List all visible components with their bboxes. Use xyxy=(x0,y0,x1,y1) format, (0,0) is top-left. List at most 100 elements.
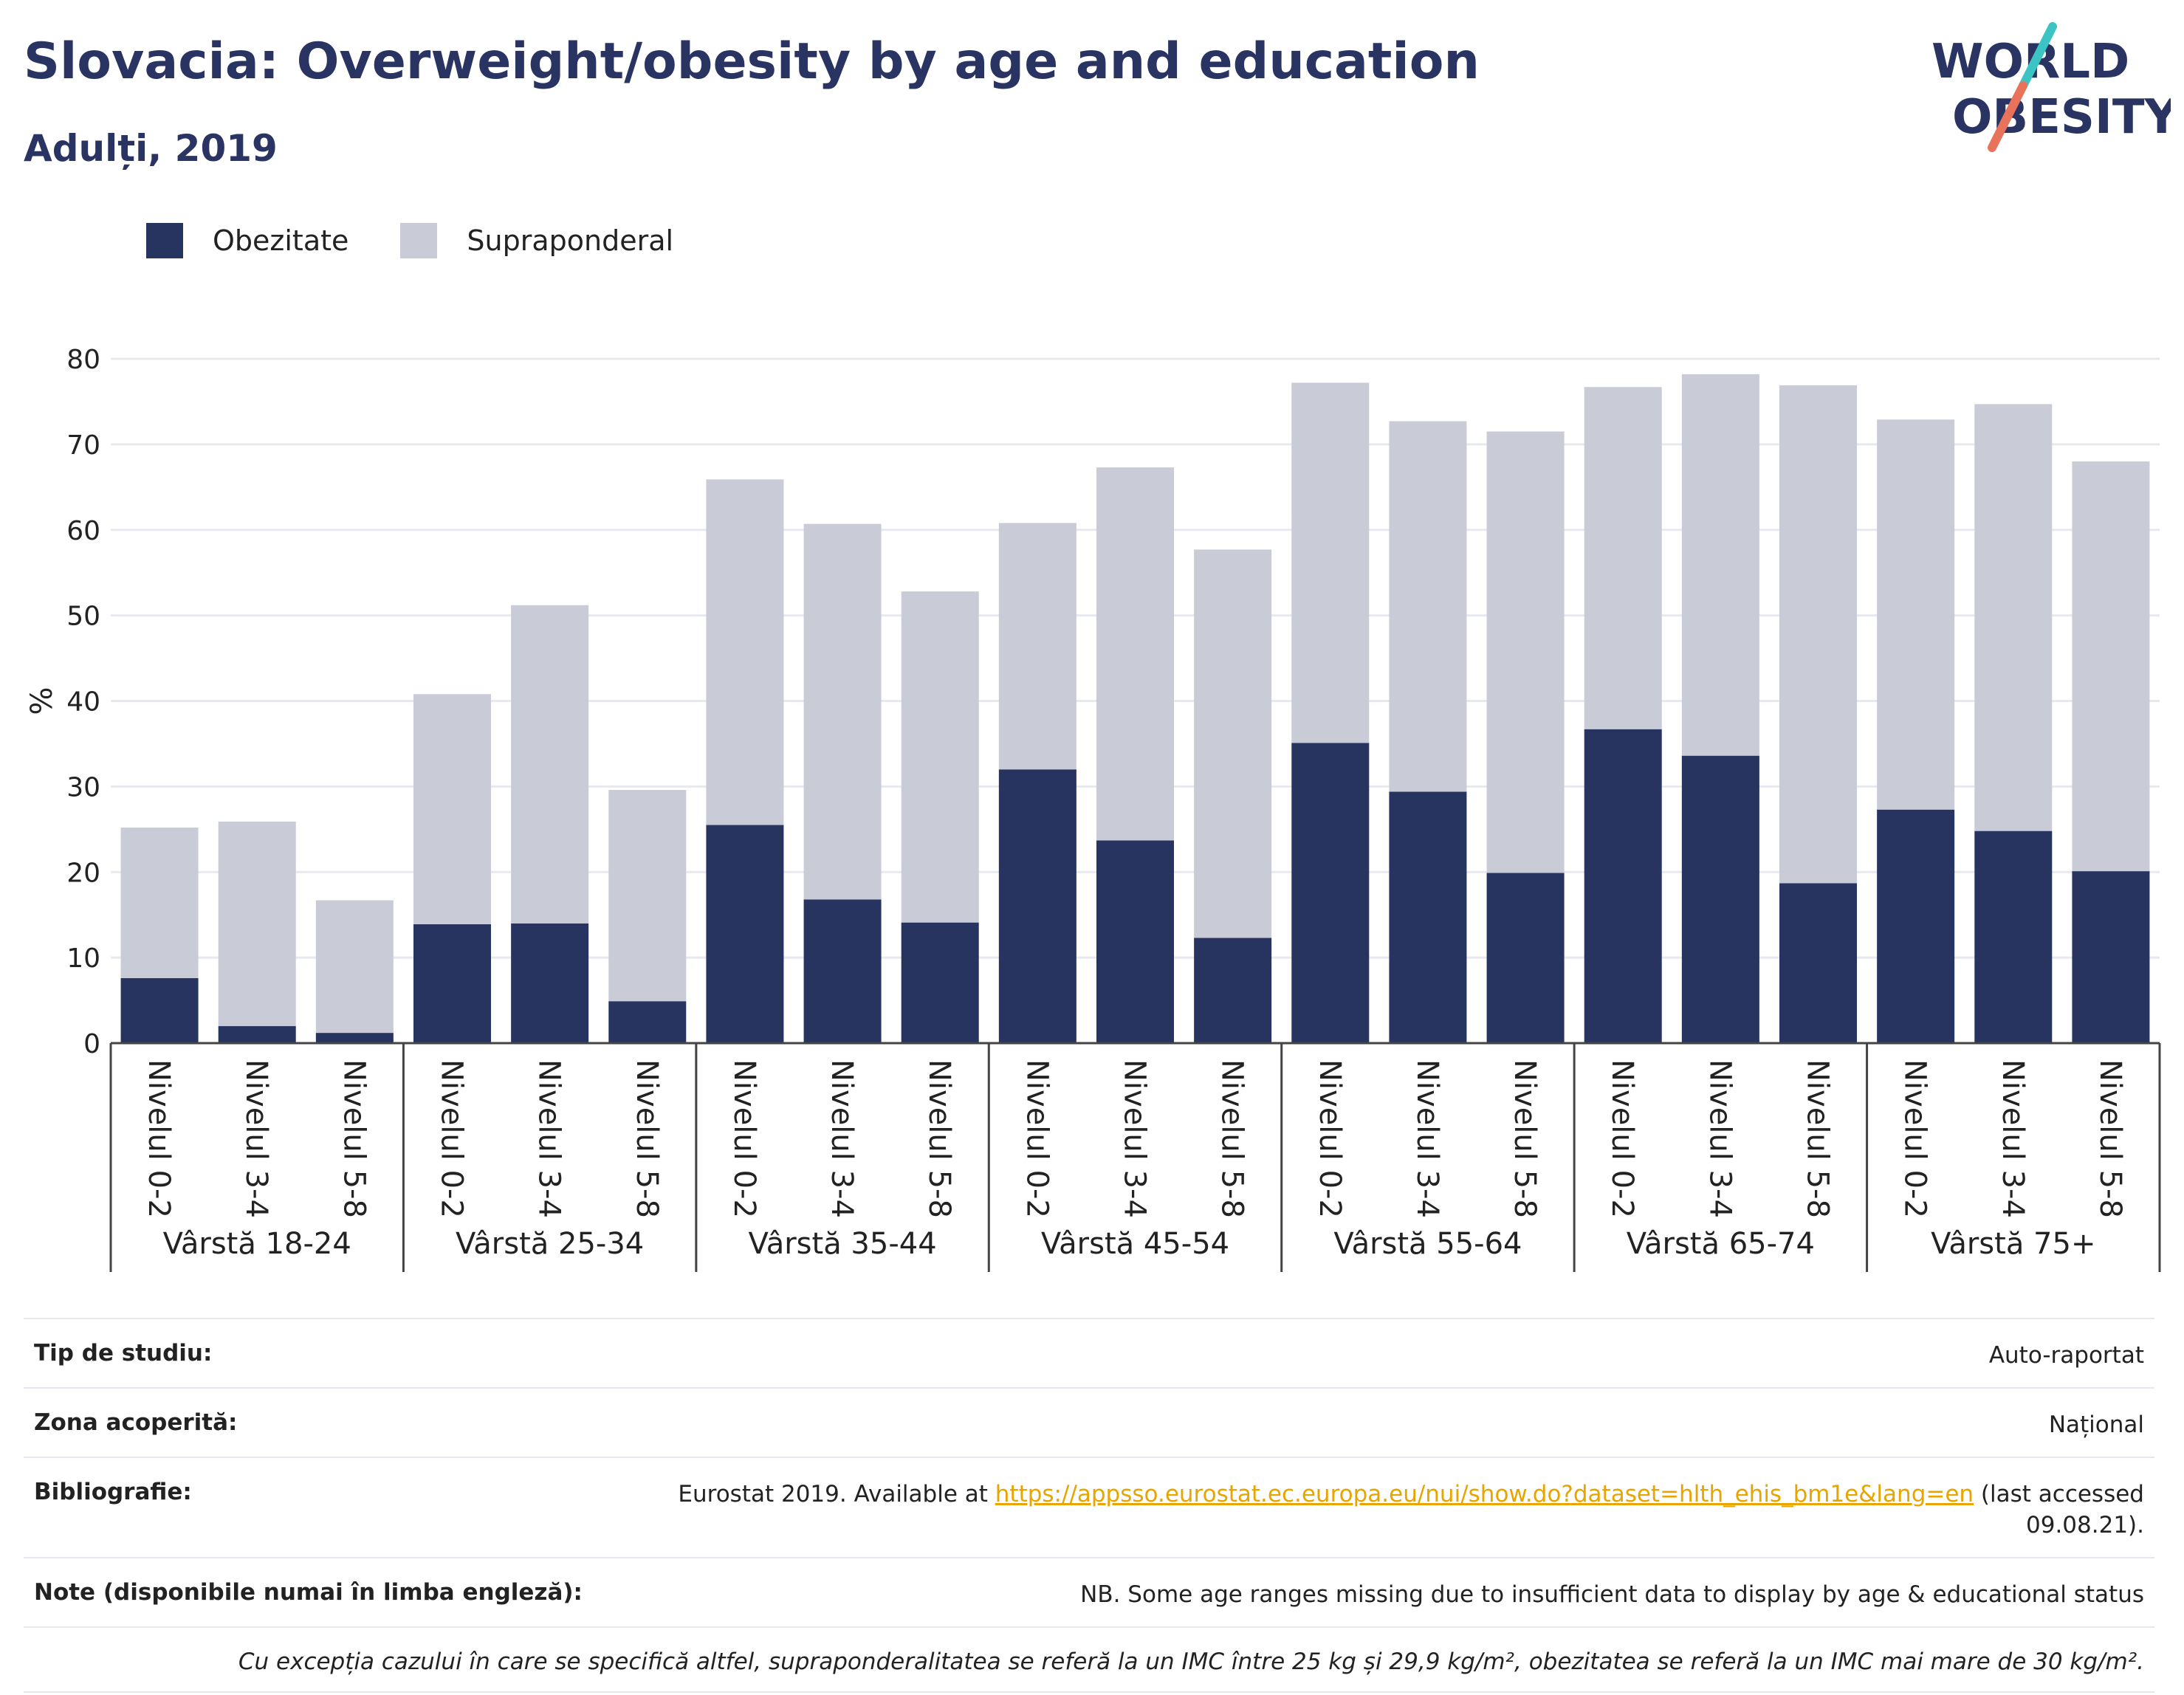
bibliography-link[interactable]: https://appsso.eurostat.ec.europa.eu/nui… xyxy=(995,1481,1974,1507)
stacked-bar-chart: 0 10 20 30 40 50 60 70 80% Nivelul 0-2 Nivelul 3-4… xyxy=(25,345,2161,1272)
world-obesity-logo: WORLD OBESITY xyxy=(1931,22,2171,152)
x-group-label: Vârstă 55-64 xyxy=(1333,1227,1522,1261)
bar-overweight xyxy=(1779,385,1857,884)
bar-overweight xyxy=(1486,431,1565,873)
x-group-label: Vârstă 18-24 xyxy=(163,1227,351,1261)
bibliography-accessed-date: 09.08.21). xyxy=(2026,1512,2144,1538)
page-subtitle: Adulți, 2019 xyxy=(24,127,278,170)
bar-overweight xyxy=(1584,387,1662,729)
meta-label-bibliography: Bibliografie: xyxy=(34,1479,192,1505)
x-group-label: Vârstă 35-44 xyxy=(748,1227,936,1261)
bar-overweight xyxy=(2072,461,2150,872)
bar-overweight xyxy=(706,479,784,825)
bar-obesity xyxy=(1389,791,1467,1043)
bar-obesity xyxy=(998,769,1076,1043)
bibliography-suffix: (last accessed xyxy=(1974,1481,2144,1507)
x-tick-label: Nivelul 5-8 xyxy=(1215,1059,1249,1218)
y-tick-label: 80 xyxy=(66,345,100,375)
bar-obesity xyxy=(803,899,882,1043)
bar-obesity xyxy=(1681,755,1759,1043)
bar-overweight xyxy=(998,523,1076,770)
page-title: Slovacia: Overweight/obesity by age and … xyxy=(24,32,1480,91)
bar-obesity xyxy=(901,922,979,1043)
x-tick-label: Nivelul 0-2 xyxy=(1020,1059,1054,1218)
x-tick-label: Nivelul 5-8 xyxy=(2093,1059,2127,1218)
bar-overweight xyxy=(315,900,394,1034)
bibliography-prefix: Eurostat 2019. Available at xyxy=(678,1481,995,1507)
bar-obesity xyxy=(706,825,784,1043)
meta-row-study-type: Tip de studiu: Auto-raportat xyxy=(24,1318,2154,1387)
metadata-table: Tip de studiu: Auto-raportat Zona acoper… xyxy=(24,1318,2154,1693)
x-group-label: Vârstă 25-34 xyxy=(456,1227,644,1261)
bar-obesity xyxy=(511,923,589,1043)
bar-obesity xyxy=(315,1033,394,1043)
legend-label-obesity: Obezitate xyxy=(213,224,349,257)
meta-label-coverage: Zona acoperită: xyxy=(34,1409,238,1436)
x-group-label: Vârstă 75+ xyxy=(1931,1227,2095,1261)
x-tick-label: Nivelul 3-4 xyxy=(825,1059,859,1218)
x-group-label: Vârstă 45-54 xyxy=(1041,1227,1229,1261)
bar-obesity xyxy=(608,1001,687,1043)
meta-value-notes: NB. Some age ranges missing due to insuf… xyxy=(1080,1581,2144,1608)
meta-row-notes: Note (disponibile numai în limba engleză… xyxy=(24,1557,2154,1626)
y-tick-label: 30 xyxy=(66,772,100,802)
bar-overweight xyxy=(608,790,687,1002)
x-tick-label: Nivelul 0-2 xyxy=(142,1059,176,1218)
meta-row-footnote: Cu excepția cazului în care se specifică… xyxy=(24,1626,2154,1693)
legend-label-overweight: Supraponderal xyxy=(467,224,674,257)
bar-overweight xyxy=(511,605,589,924)
y-tick-label: 40 xyxy=(66,687,100,718)
x-tick-label: Nivelul 0-2 xyxy=(1605,1059,1639,1218)
x-tick-label: Nivelul 5-8 xyxy=(337,1059,371,1218)
logo-slash-coral xyxy=(1988,81,2027,152)
bar-overweight xyxy=(413,694,491,924)
bar-obesity xyxy=(120,977,199,1043)
meta-row-bibliography: Bibliografie: Eurostat 2019. Available a… xyxy=(24,1457,2154,1557)
meta-footnote: Cu excepția cazului în care se specifică… xyxy=(238,1648,2144,1675)
logo-word-obesity: OBESITY xyxy=(1952,90,2171,145)
bar-obesity xyxy=(1584,729,1662,1043)
bar-overweight xyxy=(803,523,882,900)
x-tick-label: Nivelul 3-4 xyxy=(1996,1059,2030,1218)
x-tick-label: Nivelul 3-4 xyxy=(239,1059,273,1218)
meta-row-coverage: Zona acoperită: Național xyxy=(24,1387,2154,1457)
x-tick-label: Nivelul 5-8 xyxy=(630,1059,664,1218)
bar-obesity xyxy=(1291,743,1370,1043)
bar-overweight xyxy=(120,827,199,978)
bar-overweight xyxy=(1291,382,1370,743)
x-tick-label: Nivelul 5-8 xyxy=(922,1059,956,1218)
bar-obesity xyxy=(218,1025,296,1043)
bar-obesity xyxy=(1974,831,2053,1043)
x-tick-label: Nivelul 5-8 xyxy=(1508,1059,1542,1218)
legend-item-overweight[interactable]: Supraponderal xyxy=(400,223,673,258)
meta-value-bibliography: Eurostat 2019. Available at https://apps… xyxy=(678,1479,2144,1541)
x-tick-label: Nivelul 0-2 xyxy=(1898,1059,1932,1218)
x-tick-label: Nivelul 0-2 xyxy=(727,1059,761,1218)
chart-legend: Obezitate Supraponderal xyxy=(146,219,725,263)
x-tick-label: Nivelul 3-4 xyxy=(1410,1059,1444,1218)
y-tick-label: 0 xyxy=(83,1029,100,1059)
meta-label-notes: Note (disponibile numai în limba engleză… xyxy=(34,1579,583,1606)
bar-obesity xyxy=(413,924,491,1043)
y-tick-label: 50 xyxy=(66,602,100,632)
x-tick-label: Nivelul 3-4 xyxy=(532,1059,566,1218)
x-tick-label: Nivelul 5-8 xyxy=(1801,1059,1835,1218)
bar-overweight xyxy=(1194,549,1272,938)
bar-overweight xyxy=(1389,421,1467,792)
legend-item-obesity[interactable]: Obezitate xyxy=(146,223,348,258)
logo-slash-teal xyxy=(2019,22,2057,90)
x-group-label: Vârstă 65-74 xyxy=(1627,1227,1815,1261)
x-tick-label: Nivelul 3-4 xyxy=(1703,1059,1737,1218)
meta-value-study-type: Auto-raportat xyxy=(1988,1342,2144,1369)
bar-obesity xyxy=(1877,809,1955,1043)
x-tick-label: Nivelul 0-2 xyxy=(1313,1059,1347,1218)
bar-obesity xyxy=(1194,938,1272,1043)
y-tick-label: 60 xyxy=(66,516,100,546)
bar-obesity xyxy=(1096,840,1174,1043)
bar-overweight xyxy=(1877,419,1955,810)
y-axis-label: % xyxy=(25,687,59,715)
bar-overweight xyxy=(901,591,979,923)
bar-overweight xyxy=(1974,404,2053,831)
bar-obesity xyxy=(2072,871,2150,1043)
bar-overweight xyxy=(1681,374,1759,756)
